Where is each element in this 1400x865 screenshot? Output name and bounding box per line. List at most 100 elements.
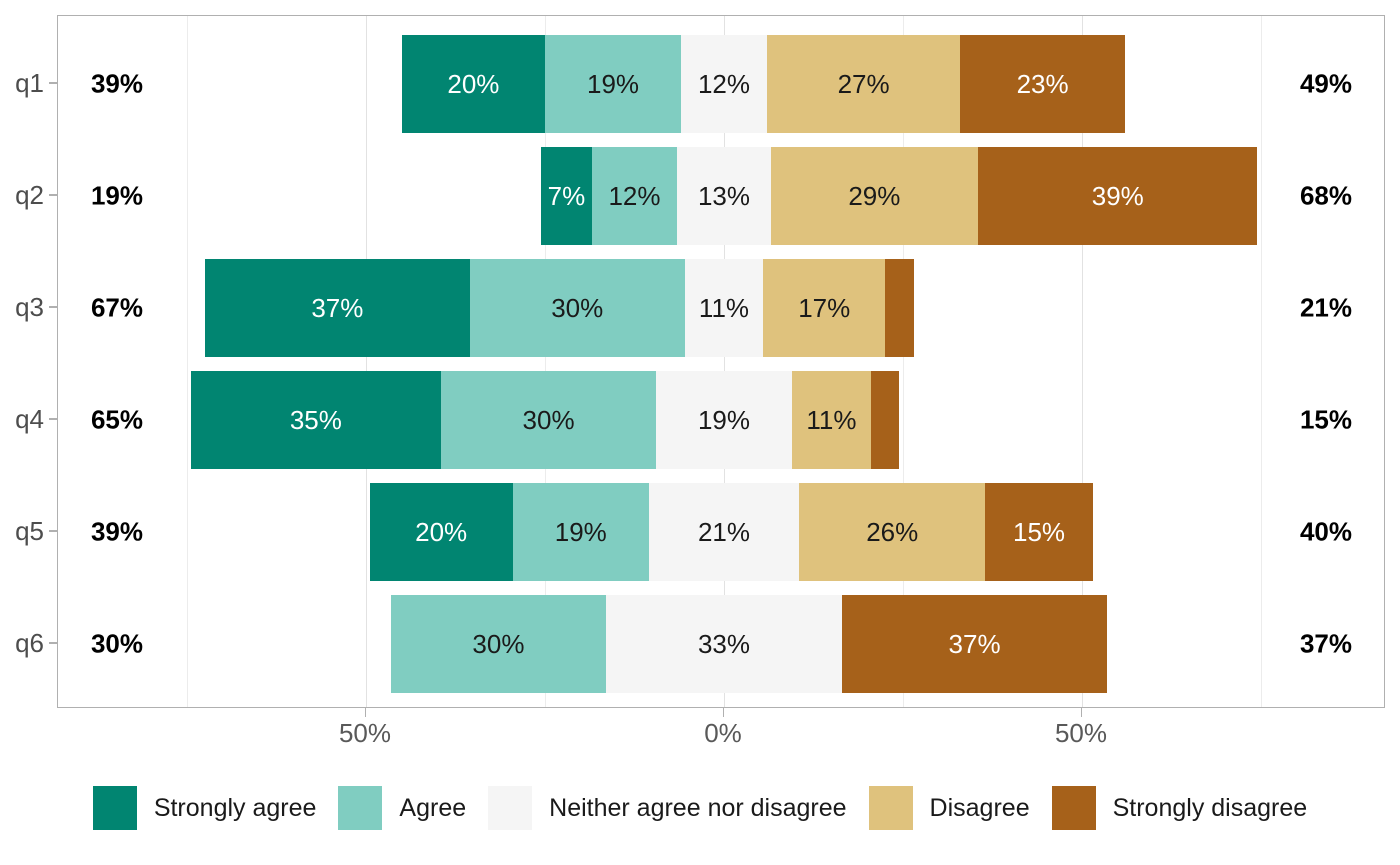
bar-value-label: 20% bbox=[447, 69, 500, 99]
major-gridline bbox=[366, 16, 367, 707]
bar-segment-strongly-agree: 20% bbox=[401, 35, 545, 133]
x-axis-tick bbox=[365, 708, 366, 717]
y-axis-label: q5 bbox=[15, 516, 44, 546]
bar-segment-neither-agree-nor-disagree: 11% bbox=[684, 259, 764, 357]
bar-segment-agree: 19% bbox=[512, 483, 649, 581]
y-axis-label: q6 bbox=[15, 628, 44, 658]
bar-value-label: 27% bbox=[837, 69, 890, 99]
bar-value-label: 39% bbox=[1091, 181, 1144, 211]
bar-segment-strongly-agree: 35% bbox=[190, 371, 442, 469]
legend-swatch-agree bbox=[338, 786, 383, 830]
right-total-label: 40% bbox=[1299, 516, 1353, 547]
y-axis-tick bbox=[49, 642, 57, 644]
bar-segment-strongly-agree: 7% bbox=[541, 147, 592, 245]
right-total-label: 15% bbox=[1299, 404, 1353, 435]
legend-item-strongly-disagree: Strongly disagree bbox=[1051, 786, 1307, 830]
bar-value-label: 35% bbox=[289, 405, 342, 435]
y-axis-tick bbox=[49, 418, 57, 420]
bar-segment-strongly-disagree bbox=[870, 371, 900, 469]
x-axis-tick-label: 50% bbox=[1054, 718, 1108, 748]
bar-segment-neither-agree-nor-disagree: 21% bbox=[648, 483, 800, 581]
legend-swatch-neither-agree-nor-disagree bbox=[488, 786, 533, 830]
left-total-label: 19% bbox=[90, 180, 144, 211]
bar-value-label: 37% bbox=[311, 293, 364, 323]
y-axis-tick bbox=[49, 194, 57, 196]
bar-segment-neither-agree-nor-disagree: 33% bbox=[605, 595, 843, 693]
bar-value-label: 33% bbox=[697, 629, 751, 659]
bar-value-label: 7% bbox=[547, 181, 586, 211]
legend-swatch-strongly-agree bbox=[92, 786, 137, 830]
bar-segment-agree: 19% bbox=[545, 35, 682, 133]
bar-segment-agree: 12% bbox=[591, 147, 678, 245]
legend-label: Agree bbox=[399, 793, 467, 822]
bar-segment-agree: 30% bbox=[469, 259, 685, 357]
minor-gridline bbox=[187, 16, 188, 707]
bar-segment-strongly-agree: 37% bbox=[204, 259, 470, 357]
bar-value-label: 12% bbox=[608, 181, 661, 211]
y-axis-label: q4 bbox=[15, 404, 44, 434]
bar-segment-strongly-disagree bbox=[885, 259, 914, 357]
bar-segment-neither-agree-nor-disagree: 12% bbox=[681, 35, 767, 133]
legend-label: Disagree bbox=[929, 793, 1030, 822]
bar-segment-agree: 30% bbox=[391, 595, 606, 693]
bar-value-label: 11% bbox=[806, 405, 857, 435]
legend: Strongly agree Agree Neither agree nor dis… bbox=[0, 786, 1400, 830]
bar-value-label: 15% bbox=[1013, 517, 1066, 547]
bar-value-label: 20% bbox=[415, 517, 468, 547]
bar-segment-disagree: 29% bbox=[770, 147, 979, 245]
bar-value-label: 19% bbox=[586, 69, 640, 99]
bar-segment-strongly-disagree: 37% bbox=[842, 595, 1108, 693]
x-axis-tick-label: 0% bbox=[704, 718, 742, 748]
bar-segment-neither-agree-nor-disagree: 19% bbox=[655, 371, 792, 469]
legend-item-strongly-agree: Strongly agree bbox=[92, 786, 317, 830]
x-axis-tick bbox=[723, 708, 724, 717]
minor-gridline bbox=[1261, 16, 1262, 707]
legend-label: Strongly agree bbox=[153, 793, 317, 822]
y-axis-label: q2 bbox=[15, 180, 44, 210]
right-total-label: 68% bbox=[1299, 180, 1353, 211]
left-total-label: 65% bbox=[90, 404, 144, 435]
bar-value-label: 30% bbox=[522, 405, 575, 435]
bar-segment-disagree: 11% bbox=[792, 371, 871, 469]
bar-value-label: 19% bbox=[697, 405, 750, 435]
y-axis-tick bbox=[49, 306, 57, 308]
bar-segment-disagree: 27% bbox=[766, 35, 961, 133]
left-total-label: 67% bbox=[90, 292, 144, 323]
bar-segment-strongly-disagree: 15% bbox=[985, 483, 1093, 581]
legend-swatch-strongly-disagree bbox=[1051, 786, 1096, 830]
bar-value-label: 19% bbox=[554, 517, 607, 547]
left-total-label: 30% bbox=[90, 628, 144, 659]
minor-gridline bbox=[903, 16, 904, 707]
major-gridline bbox=[724, 16, 725, 707]
bar-value-label: 37% bbox=[948, 629, 1001, 659]
bar-value-label: 17% bbox=[798, 293, 851, 323]
bar-value-label: 13% bbox=[697, 181, 751, 211]
legend-item-disagree: Disagree bbox=[868, 786, 1030, 830]
plot-panel: 20% 19% 12% 27% 23% 39% 49% 7% 12% 13% 29% 39% 19% 68… bbox=[57, 15, 1385, 708]
left-total-label: 39% bbox=[90, 516, 144, 547]
right-total-label: 37% bbox=[1299, 628, 1353, 659]
bar-segment-strongly-disagree: 39% bbox=[978, 147, 1258, 245]
bar-segment-disagree: 17% bbox=[763, 259, 886, 357]
bar-value-label: 12% bbox=[697, 69, 750, 99]
legend-item-agree: Agree bbox=[338, 786, 466, 830]
y-axis-tick bbox=[49, 82, 57, 84]
bar-segment-neither-agree-nor-disagree: 13% bbox=[677, 147, 771, 245]
bar-segment-strongly-disagree: 23% bbox=[960, 35, 1125, 133]
y-axis-tick bbox=[49, 530, 57, 532]
bar-value-label: 23% bbox=[1016, 69, 1069, 99]
bar-value-label: 21% bbox=[697, 517, 751, 547]
y-axis-label: q3 bbox=[15, 292, 44, 322]
legend-item-neither-agree-nor-disagree: Neither agree nor disagree bbox=[488, 786, 847, 830]
left-total-label: 39% bbox=[90, 68, 144, 99]
y-axis-label: q1 bbox=[15, 68, 44, 98]
legend-swatch-disagree bbox=[868, 786, 913, 830]
bar-value-label: 30% bbox=[551, 293, 604, 323]
bar-value-label: 26% bbox=[866, 517, 919, 547]
minor-gridline bbox=[545, 16, 546, 707]
bar-segment-strongly-agree: 20% bbox=[369, 483, 513, 581]
bar-value-label: 30% bbox=[472, 629, 525, 659]
right-total-label: 21% bbox=[1299, 292, 1353, 323]
legend-label: Neither agree nor disagree bbox=[549, 793, 847, 822]
